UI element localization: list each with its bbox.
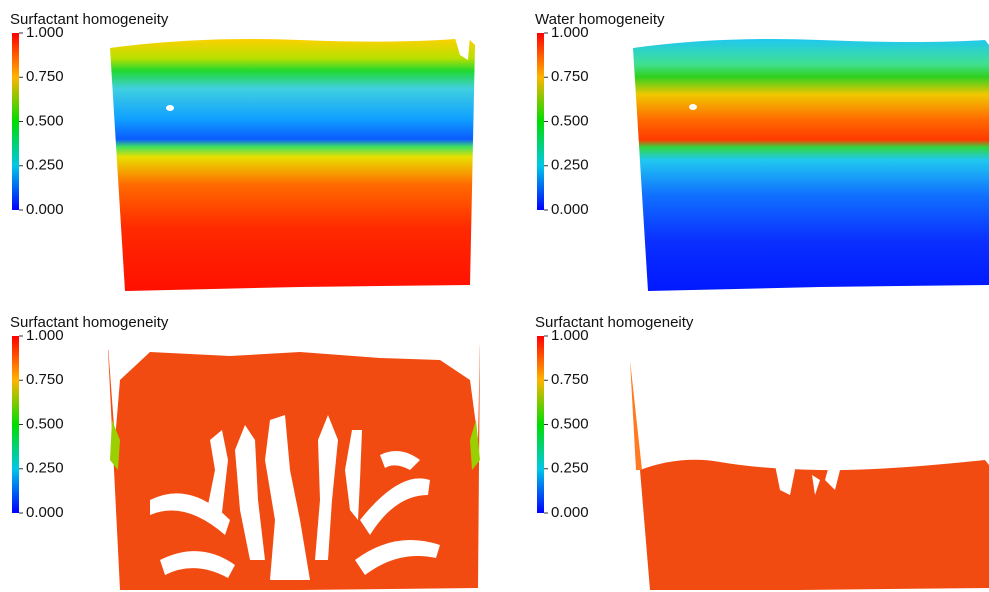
simulation-image: [630, 360, 989, 590]
tick-label: 0.500: [551, 112, 589, 129]
tick-label: 1.000: [26, 24, 64, 41]
tick-label: 0.500: [551, 415, 589, 432]
colorbar: [537, 336, 544, 513]
tick-label: 0.750: [26, 371, 64, 388]
simulation-image: [633, 39, 989, 291]
colorbar: [537, 33, 544, 210]
simulation-image: [110, 36, 475, 291]
tick-label: 0.250: [551, 157, 589, 174]
tick-label: 0.750: [26, 68, 64, 85]
tick-label: 0.500: [26, 415, 64, 432]
tick-label: 0.750: [551, 68, 589, 85]
figure: Surfactant homogeneity1.0000.7500.5000.2…: [0, 0, 989, 592]
colorbar: [12, 33, 19, 210]
tick-label: 0.000: [551, 504, 589, 521]
tick-label: 0.750: [551, 371, 589, 388]
tick-label: 0.000: [551, 201, 589, 218]
tick-label: 0.250: [26, 157, 64, 174]
simulation-image: [108, 340, 480, 590]
tick-label: 1.000: [26, 327, 64, 344]
tick-label: 0.500: [26, 112, 64, 129]
tick-label: 0.000: [26, 504, 64, 521]
tick-label: 0.250: [26, 460, 64, 477]
tick-label: 1.000: [551, 327, 589, 344]
tick-label: 1.000: [551, 24, 589, 41]
colorbar: [12, 336, 19, 513]
tick-label: 0.000: [26, 201, 64, 218]
tick-label: 0.250: [551, 460, 589, 477]
